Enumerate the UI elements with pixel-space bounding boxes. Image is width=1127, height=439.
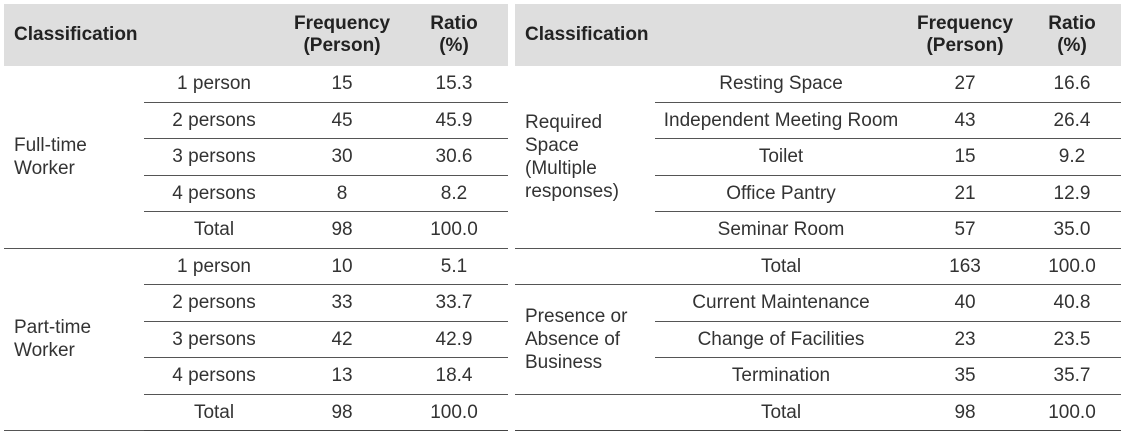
ratio-cell: 23.5 xyxy=(1023,321,1122,358)
ratio-cell: 100.0 xyxy=(400,394,509,431)
ratio-cell: 8.2 xyxy=(400,175,509,212)
total-row: Total 98 100.0 xyxy=(4,211,509,249)
total-row: Total 163 100.0 xyxy=(515,248,1122,285)
item-cell: Total xyxy=(144,394,285,431)
item-cell: 3 persons xyxy=(144,138,285,176)
frequency-header: Frequency (Person) xyxy=(907,4,1024,66)
ratio-cell: 18.4 xyxy=(400,357,509,395)
ratio-cell: 12.9 xyxy=(1023,175,1122,212)
space-business-table: Classification Frequency (Person) Ratio (%… xyxy=(515,4,1122,431)
ratio-cell: 35.7 xyxy=(1023,357,1122,395)
ratio-header: Ratio (%) xyxy=(1023,4,1122,66)
item-cell: Total xyxy=(515,394,908,431)
table-row: Termination 35 35.7 xyxy=(515,357,1122,395)
item-cell: 2 persons xyxy=(144,102,285,139)
table-row: Part-time Worker 1 person 10 5.1 xyxy=(4,248,509,431)
item-cell: Seminar Room xyxy=(655,211,908,249)
ratio-cell: 15.3 xyxy=(400,66,509,103)
frequency-cell: 98 xyxy=(907,394,1024,431)
classification-header: Classification xyxy=(515,4,908,66)
group-label-part-time: Part-time Worker xyxy=(4,248,144,431)
ratio-cell: 100.0 xyxy=(1023,248,1122,285)
ratio-cell: 42.9 xyxy=(400,321,509,358)
ratio-header: Ratio (%) xyxy=(400,4,509,66)
table-row: 2 persons 45 45.9 xyxy=(4,102,509,139)
frequency-cell: 15 xyxy=(907,138,1024,176)
ratio-cell: 40.8 xyxy=(1023,284,1122,322)
frequency-cell: 40 xyxy=(907,284,1024,322)
frequency-cell: 13 xyxy=(284,357,401,395)
header-row: Classification Frequency (Person) Ratio (%… xyxy=(515,4,1122,66)
ratio-cell: 26.4 xyxy=(1023,102,1122,139)
item-cell: Current Maintenance xyxy=(655,284,908,322)
ratio-cell: 16.6 xyxy=(1023,66,1122,103)
frequency-cell: 33 xyxy=(284,284,401,322)
ratio-cell: 100.0 xyxy=(400,211,509,249)
item-cell: 4 persons xyxy=(144,175,285,212)
item-cell: Termination xyxy=(655,357,908,395)
item-cell: Change of Facilities xyxy=(655,321,908,358)
table-row: Toilet 15 9.2 xyxy=(515,138,1122,176)
ratio-cell: 45.9 xyxy=(400,102,509,139)
workers-table: Classification Frequency (Person) Ratio (%… xyxy=(4,4,509,431)
item-cell: 1 person xyxy=(144,248,285,285)
item-cell: 1 person xyxy=(144,66,285,103)
group-label-required-space: Required Space (Multiple responses) xyxy=(515,66,655,249)
header-row: Classification Frequency (Person) Ratio (%… xyxy=(4,4,509,66)
item-cell: Total xyxy=(144,211,285,249)
frequency-cell: 21 xyxy=(907,175,1024,212)
ratio-cell: 30.6 xyxy=(400,138,509,176)
table-row: Full-time Worker 1 person 15 15.3 xyxy=(4,66,509,249)
total-row: Total 98 100.0 xyxy=(4,394,509,431)
table-row: 2 persons 33 33.7 xyxy=(4,284,509,322)
frequency-cell: 57 xyxy=(907,211,1024,249)
group-label-business: Presence or Absence of Business xyxy=(515,284,655,395)
ratio-cell: 33.7 xyxy=(400,284,509,322)
table-row: Change of Facilities 23 23.5 xyxy=(515,321,1122,358)
frequency-cell: 43 xyxy=(907,102,1024,139)
frequency-cell: 163 xyxy=(907,248,1024,285)
frequency-cell: 45 xyxy=(284,102,401,139)
table-row: Required Space (Multiple responses) Resting… xyxy=(515,66,1122,249)
ratio-cell: 35.0 xyxy=(1023,211,1122,249)
frequency-cell: 8 xyxy=(284,175,401,212)
total-row: Total 98 100.0 xyxy=(515,394,1122,431)
frequency-cell: 98 xyxy=(284,211,401,249)
table-row: Seminar Room 57 35.0 xyxy=(515,211,1122,249)
item-cell: Total xyxy=(515,248,908,285)
item-cell: 4 persons xyxy=(144,357,285,395)
item-cell: 3 persons xyxy=(144,321,285,358)
group-label-full-time: Full-time Worker xyxy=(4,66,144,249)
item-cell: Toilet xyxy=(655,138,908,176)
frequency-cell: 35 xyxy=(907,357,1024,395)
classification-header: Classification xyxy=(4,4,285,66)
frequency-cell: 10 xyxy=(284,248,401,285)
frequency-cell: 15 xyxy=(284,66,401,103)
table-row: 4 persons 8 8.2 xyxy=(4,175,509,212)
frequency-cell: 23 xyxy=(907,321,1024,358)
frequency-cell: 27 xyxy=(907,66,1024,103)
table-row: 3 persons 42 42.9 xyxy=(4,321,509,358)
table-row: 4 persons 13 18.4 xyxy=(4,357,509,395)
frequency-cell: 98 xyxy=(284,394,401,431)
ratio-cell: 5.1 xyxy=(400,248,509,285)
item-cell: 2 persons xyxy=(144,284,285,322)
item-cell: Independent Meeting Room xyxy=(655,102,908,139)
ratio-cell: 100.0 xyxy=(1023,394,1122,431)
table-row: Office Pantry 21 12.9 xyxy=(515,175,1122,212)
table-row: Presence or Absence of Business Current Ma… xyxy=(515,284,1122,395)
item-cell: Resting Space xyxy=(655,66,908,103)
ratio-cell: 9.2 xyxy=(1023,138,1122,176)
frequency-cell: 42 xyxy=(284,321,401,358)
table-row: 3 persons 30 30.6 xyxy=(4,138,509,176)
table-row: Independent Meeting Room 43 26.4 xyxy=(515,102,1122,139)
item-cell: Office Pantry xyxy=(655,175,908,212)
frequency-cell: 30 xyxy=(284,138,401,176)
frequency-header: Frequency (Person) xyxy=(284,4,401,66)
